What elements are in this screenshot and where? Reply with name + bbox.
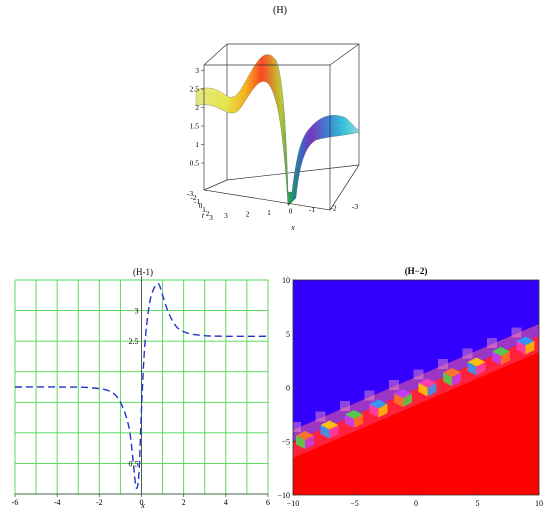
y-tick-label: 2.5 xyxy=(129,337,139,346)
pattern-cell xyxy=(329,425,339,439)
pattern-cell xyxy=(394,393,403,407)
pattern-cell xyxy=(296,435,305,449)
x-ticks: −10 −5 0 5 10 xyxy=(287,492,543,508)
t-axis-label: t xyxy=(202,211,205,220)
x-tick-label: -2 xyxy=(96,498,103,507)
pattern-cell xyxy=(516,341,526,355)
line-plot: -6 -4 -2 0 2 4 6 0.5 2.5 3 (H-1) x xyxy=(12,267,270,510)
line-panel: -6 -4 -2 0 2 4 6 0.5 2.5 3 (H-1) x xyxy=(0,262,275,512)
pattern-cell xyxy=(438,359,448,369)
x-tick-label: 3 xyxy=(224,211,228,220)
density-plot: −10 −5 0 5 10 −10 −5 0 5 10 (H−2) xyxy=(277,266,543,508)
t-tick-label: 1 xyxy=(202,205,206,214)
t-tick-label: 3 xyxy=(209,213,213,222)
t-tick-label: -2 xyxy=(190,193,196,202)
z-axis-ticks: 3 2.5 2 1.5 1 0.5 xyxy=(190,66,204,168)
pattern-cell xyxy=(427,383,437,397)
x-tick-label: 1 xyxy=(267,208,271,217)
density-title: (H−2) xyxy=(405,266,428,276)
y-tick-label: 3 xyxy=(135,307,139,316)
t-tick-label: -1 xyxy=(194,197,200,206)
x-tick-label: 2 xyxy=(246,210,250,219)
x-axis-label: x xyxy=(290,223,295,232)
pattern-cell xyxy=(452,372,461,386)
axes xyxy=(15,276,268,495)
pattern-cell xyxy=(369,404,379,418)
x-tick-label: -1 xyxy=(309,205,315,214)
x-tick-label: −10 xyxy=(287,499,300,508)
pattern-cell xyxy=(315,411,326,422)
y-tick-label: 0 xyxy=(286,384,290,393)
pattern-cell xyxy=(418,383,428,397)
y-tick-label: 5 xyxy=(286,330,290,339)
series-line xyxy=(14,282,269,490)
line-x-label: x xyxy=(140,501,145,510)
x-tick-label: −5 xyxy=(350,499,359,508)
pattern-cell xyxy=(462,348,473,359)
t-tick-label: 0 xyxy=(199,201,203,210)
z-tick-label: 2 xyxy=(195,103,199,112)
t-tick-label: -3 xyxy=(187,189,193,198)
pattern-cell xyxy=(467,362,477,376)
pattern-cell xyxy=(345,414,354,428)
pattern-cell xyxy=(378,404,388,418)
y-tick-label: −5 xyxy=(281,437,290,446)
y-ticks: −10 −5 0 5 10 xyxy=(277,276,296,500)
x-tick-label: 0 xyxy=(140,498,144,507)
y-tick-label: −10 xyxy=(277,491,290,500)
pattern-cell xyxy=(511,327,522,338)
z-tick-label: 0.5 xyxy=(190,159,200,168)
density-panel: −10 −5 0 5 10 −10 −5 0 5 10 (H−2) xyxy=(275,262,550,512)
x-tick-label: 5 xyxy=(476,499,480,508)
pattern-cell xyxy=(487,338,497,348)
pattern-cell xyxy=(443,372,452,386)
x-tick-label: -2 xyxy=(330,204,336,213)
y-tick-label: 10 xyxy=(282,276,290,285)
x-tick-label: 0 xyxy=(289,207,293,216)
pattern-cell xyxy=(413,369,424,380)
pattern-cell xyxy=(389,380,399,390)
pattern-cell xyxy=(403,393,412,407)
x-tick-label: -6 xyxy=(12,498,19,507)
x-tick-label: 2 xyxy=(182,498,186,507)
surface-mesh xyxy=(195,54,361,207)
surface-plot: (H) 32.521.510.5 -3-2-10 1 2 3 xyxy=(187,5,361,232)
pattern-cell xyxy=(293,422,301,432)
y-tick-label: 0.5 xyxy=(129,459,139,468)
t-axis-ticks: -3-2-10 1 2 3 xyxy=(187,189,213,222)
pattern-cell xyxy=(364,390,375,401)
surface-title: (H) xyxy=(273,5,287,16)
pattern-cell xyxy=(305,435,314,449)
transition-pattern xyxy=(293,327,535,449)
density-field xyxy=(293,280,539,495)
x-tick-label: 6 xyxy=(266,498,270,507)
pattern-cell xyxy=(476,362,486,376)
z-tick-label: 1 xyxy=(195,140,199,149)
pattern-cell xyxy=(354,414,363,428)
pattern-cell xyxy=(525,341,535,355)
x-axis-ticks: 3 2 1 0 -1 -2 -3 xyxy=(224,202,358,220)
pattern-cell xyxy=(492,351,501,365)
z-tick-label: 3 xyxy=(195,66,199,75)
surface-box-front xyxy=(203,43,360,211)
z-tick-label: 2.5 xyxy=(190,85,200,94)
x-tick-label: 0 xyxy=(414,499,418,508)
y-ticks: 0.5 2.5 3 xyxy=(129,307,139,469)
x-tick-label: 10 xyxy=(535,499,543,508)
x-ticks: -6 -4 -2 0 2 4 6 xyxy=(12,494,270,507)
pattern-cell xyxy=(340,401,350,411)
x-tick-label: -3 xyxy=(352,202,358,211)
line-title: (H-1) xyxy=(133,267,153,277)
z-tick-label: 1.5 xyxy=(190,122,200,131)
pattern-cell xyxy=(320,425,330,439)
t-tick-label: 2 xyxy=(206,209,210,218)
x-tick-label: -4 xyxy=(54,498,61,507)
pattern-cell xyxy=(501,351,510,365)
surface-panel: (H) 3 2.5 2 1.5 1 0.5 -3 -2 -1 0 1 2 3 xyxy=(170,0,390,240)
x-tick-label: 4 xyxy=(224,498,228,507)
